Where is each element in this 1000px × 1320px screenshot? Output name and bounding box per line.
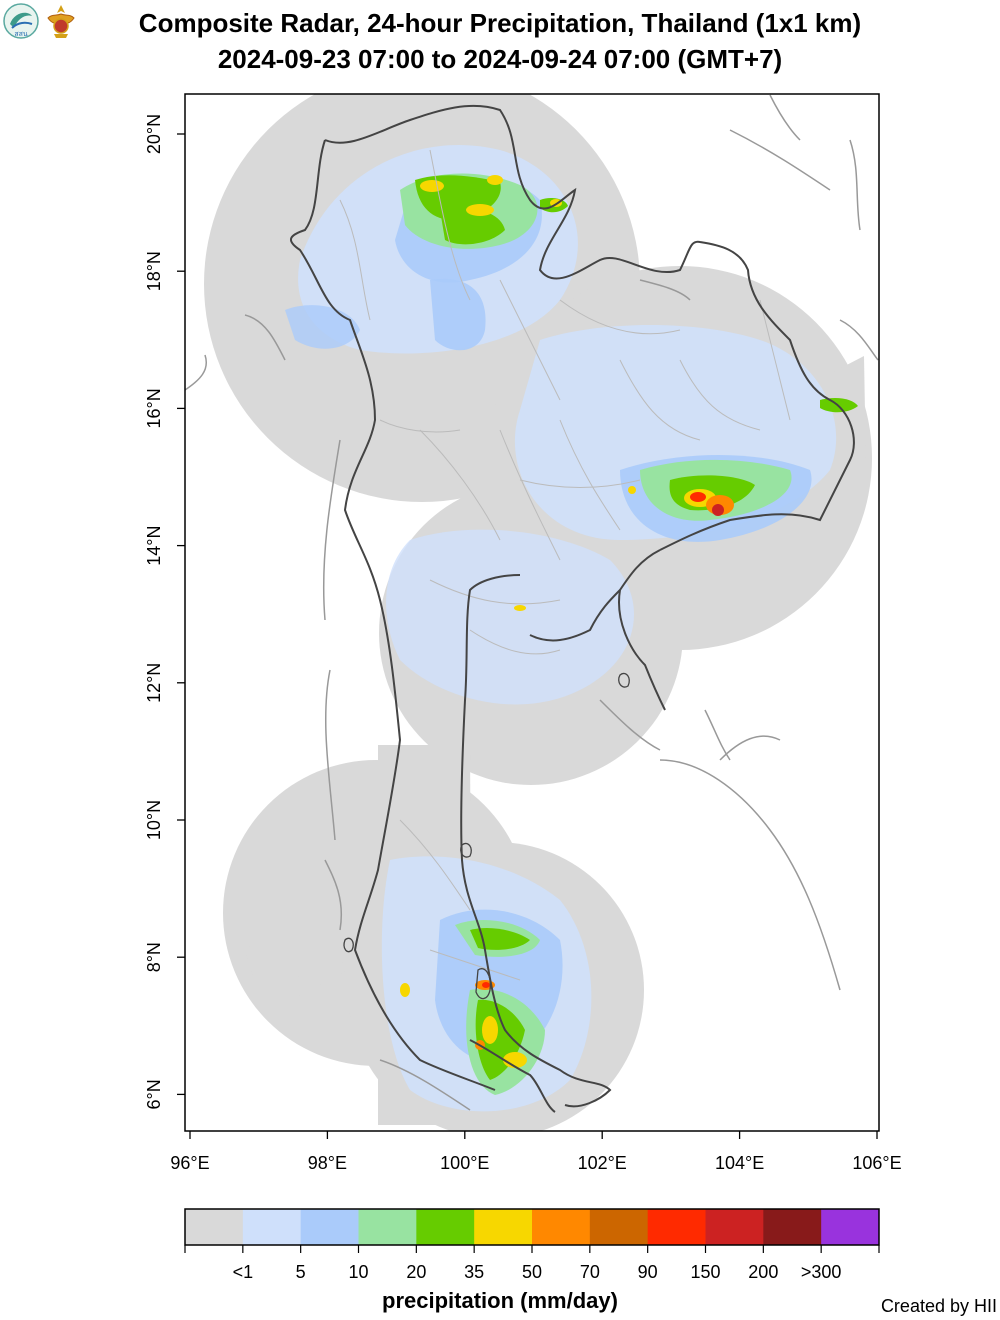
hii-logo: สสน <box>3 3 39 39</box>
precip-legend-colorbar: <1 5 10 20 35 50 70 90 150 200 >300 <box>184 1208 880 1282</box>
map-title: Composite Radar, 24-hour Precipitation, … <box>138 8 862 38</box>
legend-swatch <box>763 1209 822 1245</box>
y-tick-label: 8°N <box>144 942 164 972</box>
thailand-border <box>290 104 855 1113</box>
water-bodies <box>343 672 630 1000</box>
x-tick-label: 96°E <box>170 1153 209 1173</box>
x-tick-label: 102°E <box>578 1153 627 1173</box>
legend-label: 70 <box>580 1262 600 1282</box>
legend-swatch <box>647 1209 706 1245</box>
legend-swatch <box>358 1209 417 1245</box>
hii-logo-text: สสน <box>14 30 28 38</box>
province-borders <box>339 149 791 981</box>
credit-text: Created by HII <box>880 1296 997 1316</box>
x-tick-label: 104°E <box>715 1153 764 1173</box>
x-tick-label: 98°E <box>308 1153 347 1173</box>
legend-label: 150 <box>690 1262 720 1282</box>
y-tick-label: 12°N <box>144 663 164 703</box>
legend-label: <1 <box>233 1262 254 1282</box>
legend-swatch <box>821 1209 880 1245</box>
legend-label: 35 <box>464 1262 484 1282</box>
legend-label: 50 <box>522 1262 542 1282</box>
legend-label: 10 <box>348 1262 368 1282</box>
map-frame <box>184 93 880 1132</box>
legend-swatch <box>416 1209 475 1245</box>
legend-label: 200 <box>748 1262 778 1282</box>
legend-swatch <box>300 1209 359 1245</box>
legend-label: 90 <box>638 1262 658 1282</box>
legend-title: precipitation (mm/day) <box>382 1288 618 1313</box>
legend-label: 20 <box>406 1262 426 1282</box>
x-tick-label: 106°E <box>852 1153 901 1173</box>
y-tick-label: 14°N <box>144 525 164 565</box>
legend-swatch <box>474 1209 533 1245</box>
map-subtitle-date-range: 2024-09-23 07:00 to 2024-09-24 07:00 (GM… <box>217 44 783 74</box>
y-tick-label: 18°N <box>144 251 164 291</box>
legend-label: 5 <box>296 1262 306 1282</box>
legend-swatch <box>705 1209 764 1245</box>
y-tick-label: 16°N <box>144 388 164 428</box>
royal-emblem-logo <box>47 5 75 38</box>
y-tick-label: 6°N <box>144 1079 164 1109</box>
legend-swatch <box>589 1209 649 1245</box>
y-tick-label: 10°N <box>144 800 164 840</box>
precip-heavy <box>400 175 734 1068</box>
x-axis-longitude: 96°E 98°E 100°E 102°E 104°E 106°E <box>170 1131 902 1173</box>
coastlines-neighbors <box>185 94 879 1111</box>
legend-swatch <box>242 1209 302 1245</box>
x-tick-label: 100°E <box>440 1153 489 1173</box>
legend-label: >300 <box>801 1262 842 1282</box>
legend-swatch <box>185 1209 244 1245</box>
radar-spoke-2 <box>268 955 345 1005</box>
legend-swatch <box>532 1209 591 1245</box>
y-axis-latitude: 20°N 18°N 16°N 14°N 12°N 10°N 8°N 6°N <box>144 114 185 1110</box>
radar-spoke-1 <box>244 915 345 982</box>
map-plot-content <box>185 94 879 1131</box>
y-tick-label: 20°N <box>144 114 164 154</box>
